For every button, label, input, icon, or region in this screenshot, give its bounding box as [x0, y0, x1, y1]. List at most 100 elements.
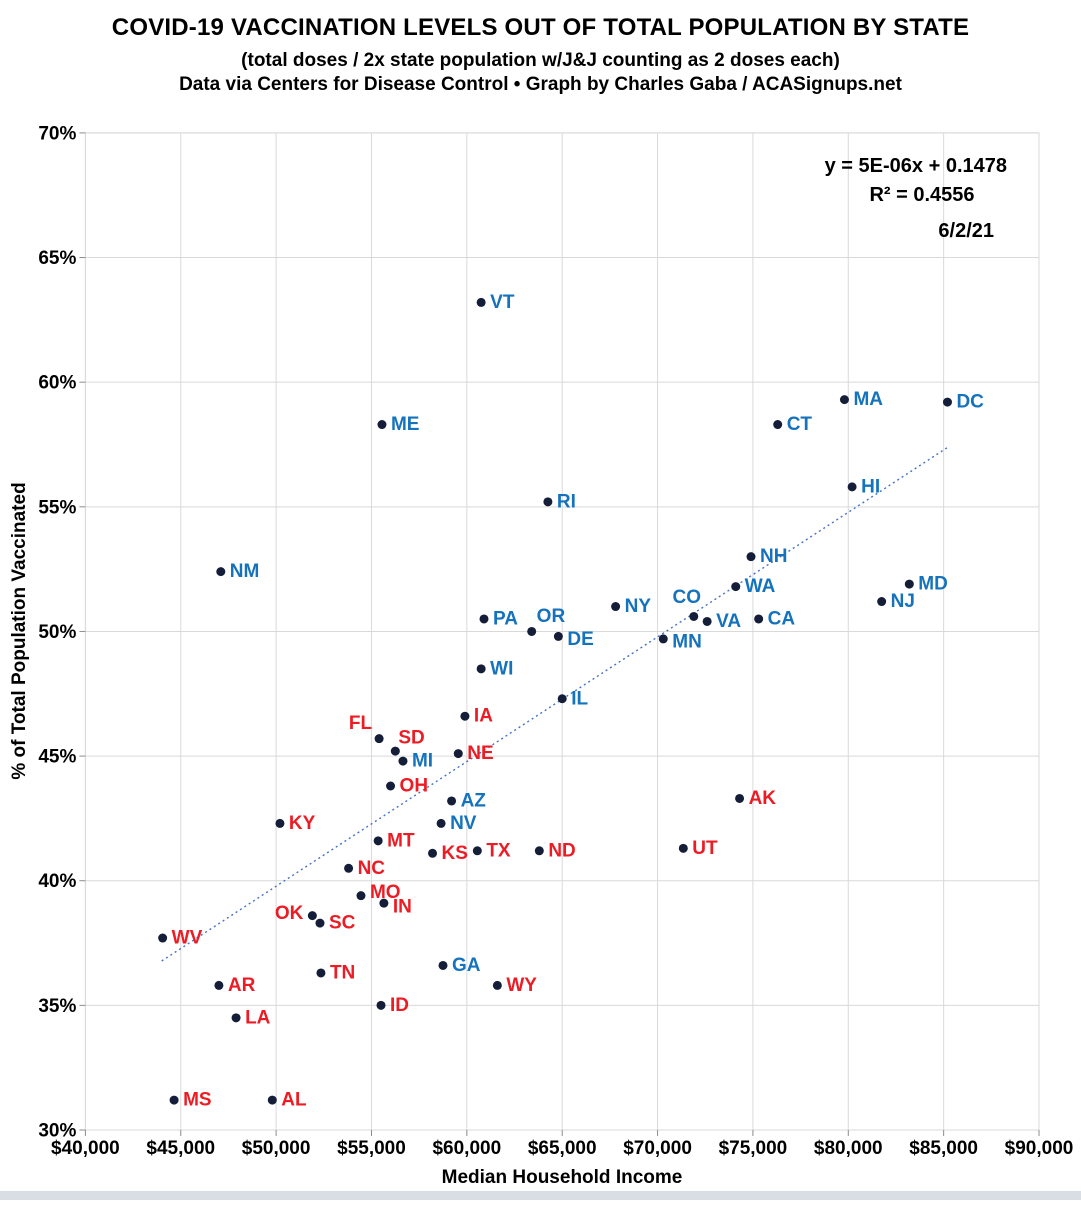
data-point-label-SC: SC	[329, 913, 356, 934]
data-point-dot-FL	[374, 734, 384, 744]
data-point-dot-HI	[847, 482, 857, 492]
data-point-dot-LA	[231, 1013, 241, 1023]
data-point-label-PA: PA	[493, 608, 518, 629]
page-title: COVID-19 VACCINATION LEVELS OUT OF TOTAL…	[111, 14, 970, 41]
trendline	[161, 446, 948, 962]
data-point-label-AK: AK	[749, 788, 777, 809]
data-point-label-AR: AR	[228, 975, 256, 996]
data-point-label-ND: ND	[548, 840, 575, 861]
data-point-dot-AR	[214, 980, 224, 990]
data-point-dot-MD	[904, 579, 914, 589]
r-squared: R² = 0.4556	[869, 184, 974, 206]
data-point-label-KS: KS	[442, 843, 468, 864]
x-tick-label: $65,000	[528, 1138, 597, 1159]
data-point-dot-NY	[611, 602, 621, 612]
data-point-dot-MI	[398, 756, 408, 766]
data-point-dot-NH	[746, 552, 756, 562]
data-point-label-AZ: AZ	[461, 790, 487, 811]
data-point-dot-AZ	[447, 796, 457, 806]
data-point-dot-PA	[479, 614, 489, 624]
data-point-label-UT: UT	[692, 838, 718, 859]
data-point-dot-DC	[942, 397, 952, 407]
x-tick-label: $90,000	[1005, 1138, 1074, 1159]
data-point-label-MD: MD	[918, 574, 948, 595]
data-point-label-GA: GA	[452, 955, 481, 976]
y-tick-label: 45%	[38, 747, 76, 768]
data-point-label-MA: MA	[853, 389, 883, 410]
x-tick-label: $85,000	[909, 1138, 978, 1159]
data-point-label-TX: TX	[486, 840, 511, 861]
data-point-label-DC: DC	[956, 392, 984, 413]
data-point-label-SD: SD	[398, 728, 424, 749]
data-point-dot-TN	[316, 968, 326, 978]
y-tick-label: 35%	[38, 996, 76, 1017]
data-point-dot-WI	[476, 664, 486, 674]
y-tick-label: 55%	[38, 497, 76, 518]
data-point-label-OR: OR	[537, 606, 566, 627]
gridlines	[84, 132, 1040, 1131]
data-point-label-NY: NY	[625, 596, 652, 617]
data-point-label-NJ: NJ	[891, 591, 915, 612]
data-point-label-MO: MO	[370, 882, 401, 903]
data-point-dot-NM	[216, 567, 226, 577]
data-point-dot-KS	[428, 848, 438, 858]
data-point-dot-ND	[534, 846, 544, 856]
data-point-label-WI: WI	[490, 658, 513, 679]
data-point-label-NC: NC	[358, 858, 386, 879]
data-point-dot-SD	[390, 746, 400, 756]
data-point-dot-MO	[356, 891, 366, 901]
x-tick-label: $50,000	[242, 1138, 311, 1159]
axis-ticks: $40,000 $45,000 $50,000 $55,000 $60,000 $65,0…	[38, 123, 1073, 1159]
data-point-dot-MS	[169, 1095, 179, 1105]
data-point-dot-KY	[275, 818, 285, 828]
y-tick-label: 30%	[38, 1121, 76, 1142]
data-point-dot-VT	[476, 297, 486, 307]
data-point-dot-MA	[839, 395, 849, 405]
data-point-dot-IA	[460, 711, 470, 721]
data-point-dot-UT	[678, 843, 688, 853]
data-point-dot-MT	[373, 836, 383, 846]
data-point-label-WY: WY	[506, 975, 537, 996]
y-tick-label: 70%	[38, 123, 76, 144]
x-tick-label: $45,000	[146, 1138, 215, 1159]
trendline-dotted	[161, 446, 948, 962]
data-point-label-MI: MI	[412, 751, 433, 772]
data-point-dot-AL	[267, 1095, 277, 1105]
data-point-dot-OK	[307, 911, 317, 921]
data-point-label-CO: CO	[673, 587, 702, 608]
data-point-label-VA: VA	[716, 611, 741, 632]
data-point-label-AL: AL	[281, 1090, 307, 1111]
data-point-label-CA: CA	[768, 608, 796, 629]
data-point-label-TN: TN	[330, 962, 355, 983]
x-tick-label: $60,000	[432, 1138, 501, 1159]
data-point-label-DE: DE	[567, 629, 593, 650]
x-tick-label: $75,000	[719, 1138, 788, 1159]
y-tick-label: 50%	[38, 622, 76, 643]
data-point-label-MT: MT	[387, 830, 415, 851]
y-tick-label: 60%	[38, 373, 76, 394]
x-tick-label: $70,000	[623, 1138, 692, 1159]
data-point-label-NV: NV	[450, 813, 477, 834]
data-point-dot-CA	[754, 614, 764, 624]
data-point-label-VT: VT	[490, 292, 515, 313]
data-point-dot-NE	[453, 749, 463, 759]
data-point-dot-VA	[702, 616, 712, 626]
data-point-label-LA: LA	[245, 1007, 271, 1028]
data-point-dot-AK	[735, 793, 745, 803]
data-point-dot-CT	[773, 420, 783, 430]
data-point-label-OH: OH	[400, 776, 429, 797]
data-point-dot-CO	[689, 611, 699, 621]
data-point-label-RI: RI	[557, 491, 576, 512]
data-point-label-ME: ME	[391, 414, 420, 435]
data-point-dot-OH	[386, 781, 396, 791]
data-point-dot-NJ	[877, 597, 887, 607]
window-bottom-strip	[0, 1191, 1081, 1200]
data-point-dot-SC	[315, 918, 325, 928]
data-point-dot-OR	[527, 626, 537, 636]
data-point-label-HI: HI	[861, 476, 880, 497]
data-point-label-IN: IN	[393, 897, 412, 918]
data-point-dot-TX	[472, 846, 482, 856]
